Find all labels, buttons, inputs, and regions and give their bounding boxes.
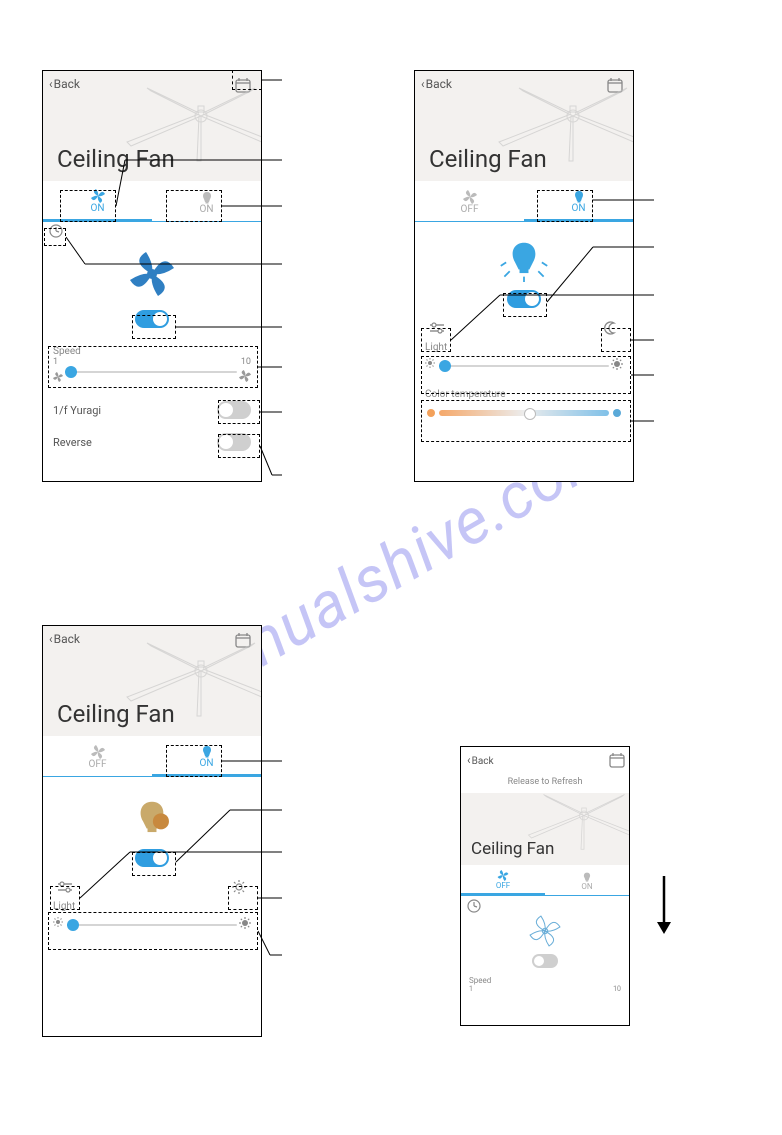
panel-fan-controls: ‹Back Ceiling Fan ON ON Speed 1 — [42, 70, 262, 482]
color-temp-slider[interactable] — [425, 402, 623, 426]
cool-end-icon — [613, 409, 621, 417]
speed-label: Speed — [469, 976, 621, 985]
yuragi-row: 1/f Yuragi — [53, 401, 251, 419]
back-button[interactable]: ‹Back — [49, 77, 80, 91]
page-title: Ceiling Fan — [57, 700, 175, 728]
page-title: Ceiling Fan — [429, 145, 547, 173]
tab-fan-label: OFF — [496, 881, 510, 890]
tab-fan[interactable]: OFF — [43, 736, 152, 776]
panel-refresh: ‹Back Release to Refresh Ceiling Fan OFF… — [460, 746, 630, 1026]
panel-night-light: ‹Back Ceiling Fan OFF ON Light — [42, 625, 262, 1037]
fan-status-icon — [526, 912, 564, 950]
settings-icon[interactable] — [55, 878, 75, 896]
yuragi-toggle[interactable] — [217, 401, 251, 419]
timer-icon[interactable] — [49, 223, 63, 237]
header: ‹Back Ceiling Fan — [415, 71, 633, 181]
back-button[interactable]: ‹Back — [467, 753, 494, 767]
reverse-toggle[interactable] — [217, 433, 251, 451]
bulb-status-icon — [499, 232, 549, 282]
fan-power-toggle[interactable] — [135, 310, 169, 328]
light-power-toggle[interactable] — [507, 290, 541, 308]
pull-down-arrow — [654, 876, 674, 936]
tab-light[interactable]: ON — [152, 736, 261, 776]
panel-light-controls: ‹Back Ceiling Fan OFF ON Light — [414, 70, 634, 482]
header: ‹Back Ceiling Fan — [43, 626, 261, 736]
brightness-low-icon — [425, 358, 437, 370]
tab-fan-label: ON — [90, 203, 104, 214]
speed-label: Speed — [53, 346, 251, 357]
speed-section: Speed 1 10 — [53, 346, 251, 383]
tab-fan[interactable]: OFF — [461, 865, 545, 895]
tabs: OFF ON — [43, 736, 261, 776]
tabs: OFF ON — [461, 865, 629, 895]
light-power-toggle[interactable] — [135, 849, 169, 867]
fan-power-toggle[interactable] — [532, 954, 558, 968]
speed-min: 1 — [53, 357, 58, 367]
tab-light-label: ON — [571, 203, 585, 214]
warm-end-icon — [427, 409, 435, 417]
sun-mode-icon[interactable] — [229, 878, 249, 896]
brightness-label: Light — [425, 342, 623, 353]
speed-slider[interactable]: 1 10 — [53, 359, 251, 383]
brightness-slider[interactable] — [53, 914, 251, 938]
bulb-night-icon — [127, 791, 177, 841]
back-button[interactable]: ‹Back — [49, 632, 80, 646]
calendar-icon[interactable] — [609, 752, 621, 764]
page-title: Ceiling Fan — [471, 839, 554, 859]
tab-light-label: ON — [199, 758, 213, 769]
tab-light[interactable]: ON — [524, 181, 633, 221]
reverse-row: Reverse — [53, 433, 251, 451]
timer-icon[interactable] — [467, 898, 477, 908]
settings-icon[interactable] — [427, 319, 447, 337]
back-label: Back — [472, 756, 494, 767]
tabs: OFF ON — [415, 181, 633, 221]
page-title: Ceiling Fan — [57, 145, 175, 173]
tab-light-label: ON — [199, 204, 213, 215]
brightness-label: Light — [53, 901, 251, 912]
speed-low-icon — [53, 367, 63, 377]
back-label: Back — [54, 632, 80, 646]
speed-min: 1 — [469, 985, 473, 993]
speed-max: 10 — [241, 357, 251, 367]
reverse-label: Reverse — [53, 436, 92, 449]
back-label: Back — [54, 77, 80, 91]
brightness-low-icon — [53, 917, 65, 929]
fan-status-icon — [124, 246, 180, 302]
brightness-slider[interactable] — [425, 355, 623, 379]
tabs: ON ON — [43, 181, 261, 221]
tab-light-label: ON — [581, 882, 592, 891]
brightness-high-icon — [239, 917, 251, 929]
yuragi-label: 1/f Yuragi — [53, 404, 101, 417]
speed-section: Speed 1 10 — [469, 976, 621, 995]
speed-high-icon — [239, 367, 251, 379]
color-temp-section: Color temperature — [425, 389, 623, 426]
header: ‹Back Ceiling Fan — [43, 71, 261, 181]
tab-fan-label: OFF — [461, 204, 479, 215]
color-temp-label: Color temperature — [425, 389, 623, 400]
back-label: Back — [426, 77, 452, 91]
tab-fan[interactable]: ON — [43, 181, 152, 221]
tab-fan[interactable]: OFF — [415, 181, 524, 221]
back-button[interactable]: ‹Back — [421, 77, 452, 91]
brightness-section: Light — [425, 342, 623, 379]
tab-fan-label: OFF — [89, 759, 107, 770]
tab-light[interactable]: ON — [545, 865, 629, 895]
brightness-section: Light — [53, 901, 251, 938]
night-mode-icon[interactable] — [601, 319, 621, 337]
tab-light[interactable]: ON — [152, 181, 261, 221]
brightness-high-icon — [611, 358, 623, 370]
speed-max: 10 — [613, 985, 621, 993]
